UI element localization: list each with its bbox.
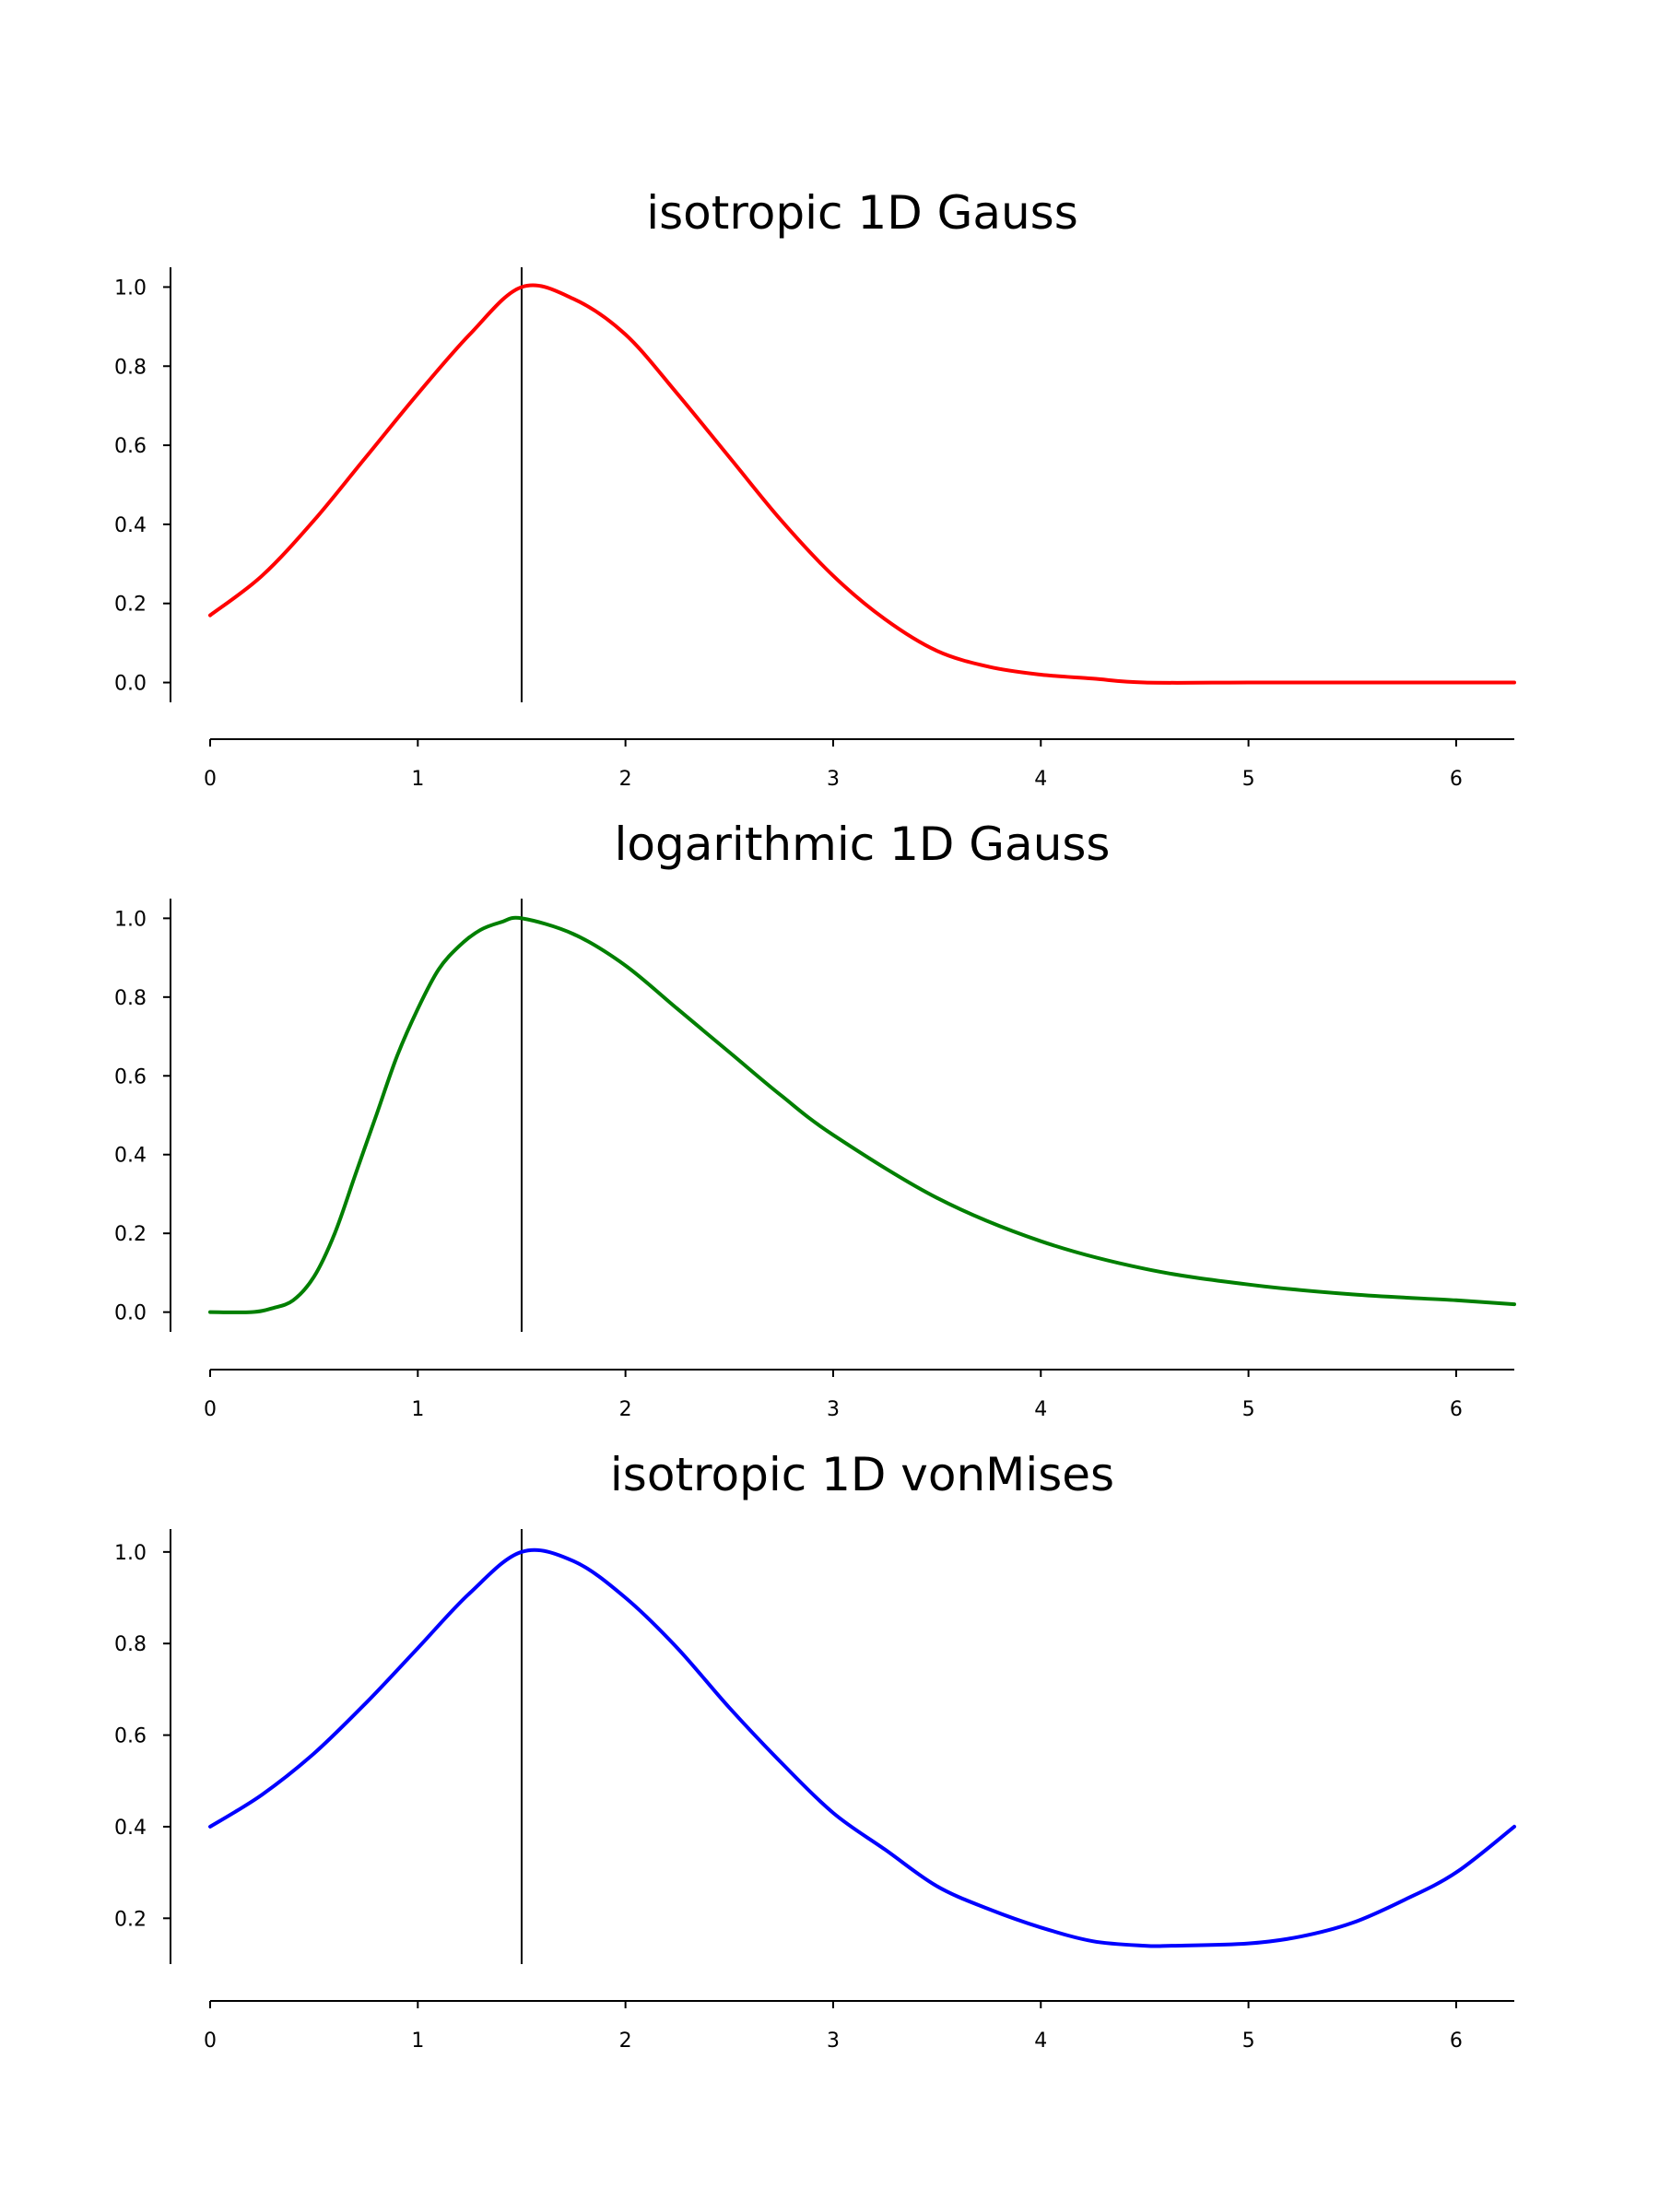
chart-title: logarithmic 1D Gauss: [615, 818, 1111, 871]
x-tick-label: 0: [204, 1398, 217, 1421]
y-tick-label: 0.4: [114, 1145, 147, 1168]
y-tick-label: 0.0: [114, 1302, 147, 1325]
chart-panel-2: logarithmic 1D Gauss 0.0 0.2 0.4 0.6 0.8 1.0 0 1…: [114, 818, 1516, 1421]
x-tick-label: 5: [1242, 1398, 1255, 1421]
chart-panel-3: isotropic 1D vonMises 0.2 0.4 0.6 0.8 1.0 0 1 2 3…: [114, 1448, 1516, 2053]
series-line: [208, 1547, 1516, 1948]
y-tick-label: 0.4: [114, 1817, 147, 1840]
y-tick-label: 1.0: [114, 276, 147, 300]
x-tick-label: 6: [1450, 2030, 1463, 2053]
y-tick-label: 0.0: [114, 673, 147, 696]
x-tick-label: 3: [827, 2030, 840, 2053]
x-tick-label: 3: [827, 768, 840, 791]
y-tick-label: 0.8: [114, 1633, 147, 1656]
x-tick-label: 1: [411, 2030, 424, 2053]
y-tick-label: 0.6: [114, 435, 147, 458]
chart-title: isotropic 1D Gauss: [646, 186, 1078, 240]
x-tick-label: 5: [1242, 2030, 1255, 2053]
y-tick-label: 0.6: [114, 1725, 147, 1748]
x-tick-label: 0: [204, 768, 217, 791]
x-tick-label: 1: [411, 768, 424, 791]
x-tick-label: 1: [411, 1398, 424, 1421]
y-tick-label: 0.2: [114, 1223, 147, 1246]
series-line: [208, 283, 1516, 685]
x-tick-label: 2: [619, 768, 632, 791]
x-tick-label: 4: [1034, 768, 1047, 791]
x-tick-label: 6: [1450, 768, 1463, 791]
y-tick-label: 0.8: [114, 987, 147, 1010]
y-tick-label: 1.0: [114, 1542, 147, 1565]
y-tick-label: 1.0: [114, 908, 147, 931]
y-tick-label: 0.8: [114, 356, 147, 379]
x-tick-label: 2: [619, 1398, 632, 1421]
series-line: [208, 915, 1516, 1314]
x-tick-label: 3: [827, 1398, 840, 1421]
x-tick-label: 4: [1034, 2030, 1047, 2053]
y-tick-label: 0.4: [114, 514, 147, 537]
chart-panel-1: isotropic 1D Gauss 0.0 0.2 0.4 0.6 0.8 1.0 0 1 2 3…: [114, 186, 1516, 791]
x-tick-label: 2: [619, 2030, 632, 2053]
chart-title: isotropic 1D vonMises: [610, 1448, 1114, 1501]
x-tick-label: 5: [1242, 768, 1255, 791]
y-tick-label: 0.2: [114, 594, 147, 617]
x-tick-label: 4: [1034, 1398, 1047, 1421]
y-tick-label: 0.2: [114, 1908, 147, 1931]
x-tick-label: 0: [204, 2030, 217, 2053]
x-tick-label: 6: [1450, 1398, 1463, 1421]
y-tick-label: 0.6: [114, 1065, 147, 1088]
